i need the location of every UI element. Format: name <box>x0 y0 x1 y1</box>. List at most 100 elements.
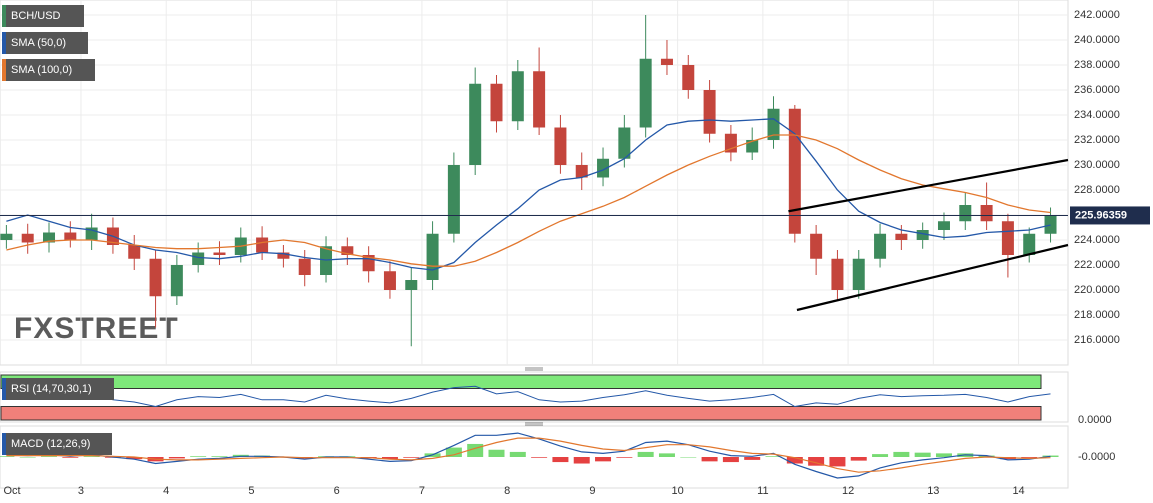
panel-handle[interactable] <box>525 422 543 426</box>
macd-histogram-bar <box>722 457 739 463</box>
signal-line <box>6 437 1051 473</box>
macd-histogram-bar <box>445 447 462 457</box>
macd-histogram-bar <box>1021 457 1038 458</box>
macd-histogram-bar <box>531 457 548 458</box>
candle-body <box>554 127 567 165</box>
candle-body <box>746 140 759 153</box>
candle-body <box>447 165 460 234</box>
legend-swatch <box>2 433 6 455</box>
indicator-label: RSI (14,70,30,1) <box>11 383 92 395</box>
macd-histogram-bar <box>126 457 143 460</box>
macd-histogram-bar <box>595 457 612 462</box>
x-tick-label: 11 <box>757 485 768 497</box>
macd-histogram-bar <box>190 456 207 457</box>
macd-histogram-bar <box>872 454 889 457</box>
legend-label: SMA (100,0) <box>11 64 72 76</box>
y-tick-label: 238.0000 <box>1074 59 1120 71</box>
candle-body <box>852 258 865 290</box>
candle-body <box>405 280 418 290</box>
candle-body <box>682 65 695 90</box>
x-tick-label: 4 <box>163 485 169 497</box>
candle-body <box>980 205 993 222</box>
x-tick-label: 3 <box>78 485 84 497</box>
x-tick-label: Oct <box>3 485 20 497</box>
legend-swatch <box>2 32 6 54</box>
x-tick-label: 14 <box>1012 485 1024 497</box>
x-tick-label: 10 <box>671 485 683 497</box>
current-price-box <box>1070 206 1150 225</box>
macd-histogram-bar <box>83 456 100 457</box>
candle-body <box>170 265 183 297</box>
candle-body <box>937 221 950 230</box>
candle-body <box>533 71 546 128</box>
macd-histogram-bar <box>41 456 58 457</box>
macd-histogram-bar <box>616 457 633 458</box>
panel-handle[interactable] <box>525 367 543 371</box>
candle-body <box>874 233 887 259</box>
candle-body <box>575 165 588 178</box>
x-tick-label: 7 <box>419 485 425 497</box>
y-tick-label: -0.0000 <box>1078 451 1115 463</box>
macd-histogram-bar <box>744 457 761 460</box>
legend-swatch <box>2 5 6 27</box>
candle-body <box>426 233 439 280</box>
macd-histogram-bar <box>168 457 185 459</box>
legend: BCH/USD SMA (50,0) SMA (100,0) RSI (14,7… <box>2 5 114 455</box>
watermark: FXSTREET <box>14 312 179 345</box>
candle-body <box>810 233 823 259</box>
y-tick-label: 234.0000 <box>1074 109 1120 121</box>
legend-label: BCH/USD <box>11 10 61 22</box>
macd-histogram-bar <box>1042 455 1059 457</box>
rsi-line <box>6 385 1051 408</box>
macd-histogram-bar <box>786 457 803 464</box>
candle-body <box>469 83 482 165</box>
macd-histogram-bar <box>488 449 505 457</box>
candle-body <box>618 127 631 159</box>
candle-body <box>916 230 929 240</box>
macd-histogram-bar <box>850 457 867 461</box>
y-tick-label: 242.0000 <box>1074 9 1120 21</box>
legend-box <box>2 378 114 400</box>
x-tick-label: 6 <box>334 485 340 497</box>
legend-box <box>2 59 95 81</box>
candle-body <box>597 158 610 178</box>
macd-histogram-bar <box>0 456 15 457</box>
candle-body <box>277 252 290 259</box>
y-tick-label: 218.0000 <box>1074 309 1120 321</box>
macd-histogram-bar <box>893 451 910 457</box>
y-tick-label: 232.0000 <box>1074 134 1120 146</box>
macd-histogram-bar <box>765 456 782 457</box>
x-tick-label: 5 <box>248 485 254 497</box>
candle-body <box>256 237 269 253</box>
price-panel <box>0 0 1069 366</box>
y-tick-label: 224.0000 <box>1074 234 1120 246</box>
candle-body <box>959 205 972 222</box>
legend-box <box>2 5 84 27</box>
rsi-oversold-band <box>0 406 1042 421</box>
candle-body <box>64 232 77 240</box>
macd-histogram-bar <box>808 457 825 466</box>
candle-body <box>383 271 396 290</box>
x-tick-label: 8 <box>504 485 510 497</box>
candle-body <box>703 90 716 134</box>
sma-line <box>6 118 1051 271</box>
macd-histogram-bar <box>978 455 995 457</box>
macd-histogram-bar <box>509 451 526 457</box>
candle-body <box>0 233 13 240</box>
y-tick-label: 216.0000 <box>1074 334 1120 346</box>
y-tick-label: 230.0000 <box>1074 159 1120 171</box>
macd-histogram-bar <box>62 457 79 458</box>
macd-histogram-bar <box>701 457 718 462</box>
y-tick-label: 228.0000 <box>1074 184 1120 196</box>
candle-body <box>895 233 908 240</box>
candle-body <box>149 258 162 297</box>
macd-histogram-bar <box>935 453 952 457</box>
rsi-overbought-band <box>0 374 1042 389</box>
macd-histogram-bar <box>829 457 846 467</box>
candle-body <box>1044 215 1057 234</box>
macd-histogram-bar <box>403 457 420 458</box>
sma-line <box>6 134 1051 267</box>
macd-histogram-bar <box>637 451 654 457</box>
y-tick-label: 220.0000 <box>1074 284 1120 296</box>
candle-body <box>1001 221 1014 255</box>
